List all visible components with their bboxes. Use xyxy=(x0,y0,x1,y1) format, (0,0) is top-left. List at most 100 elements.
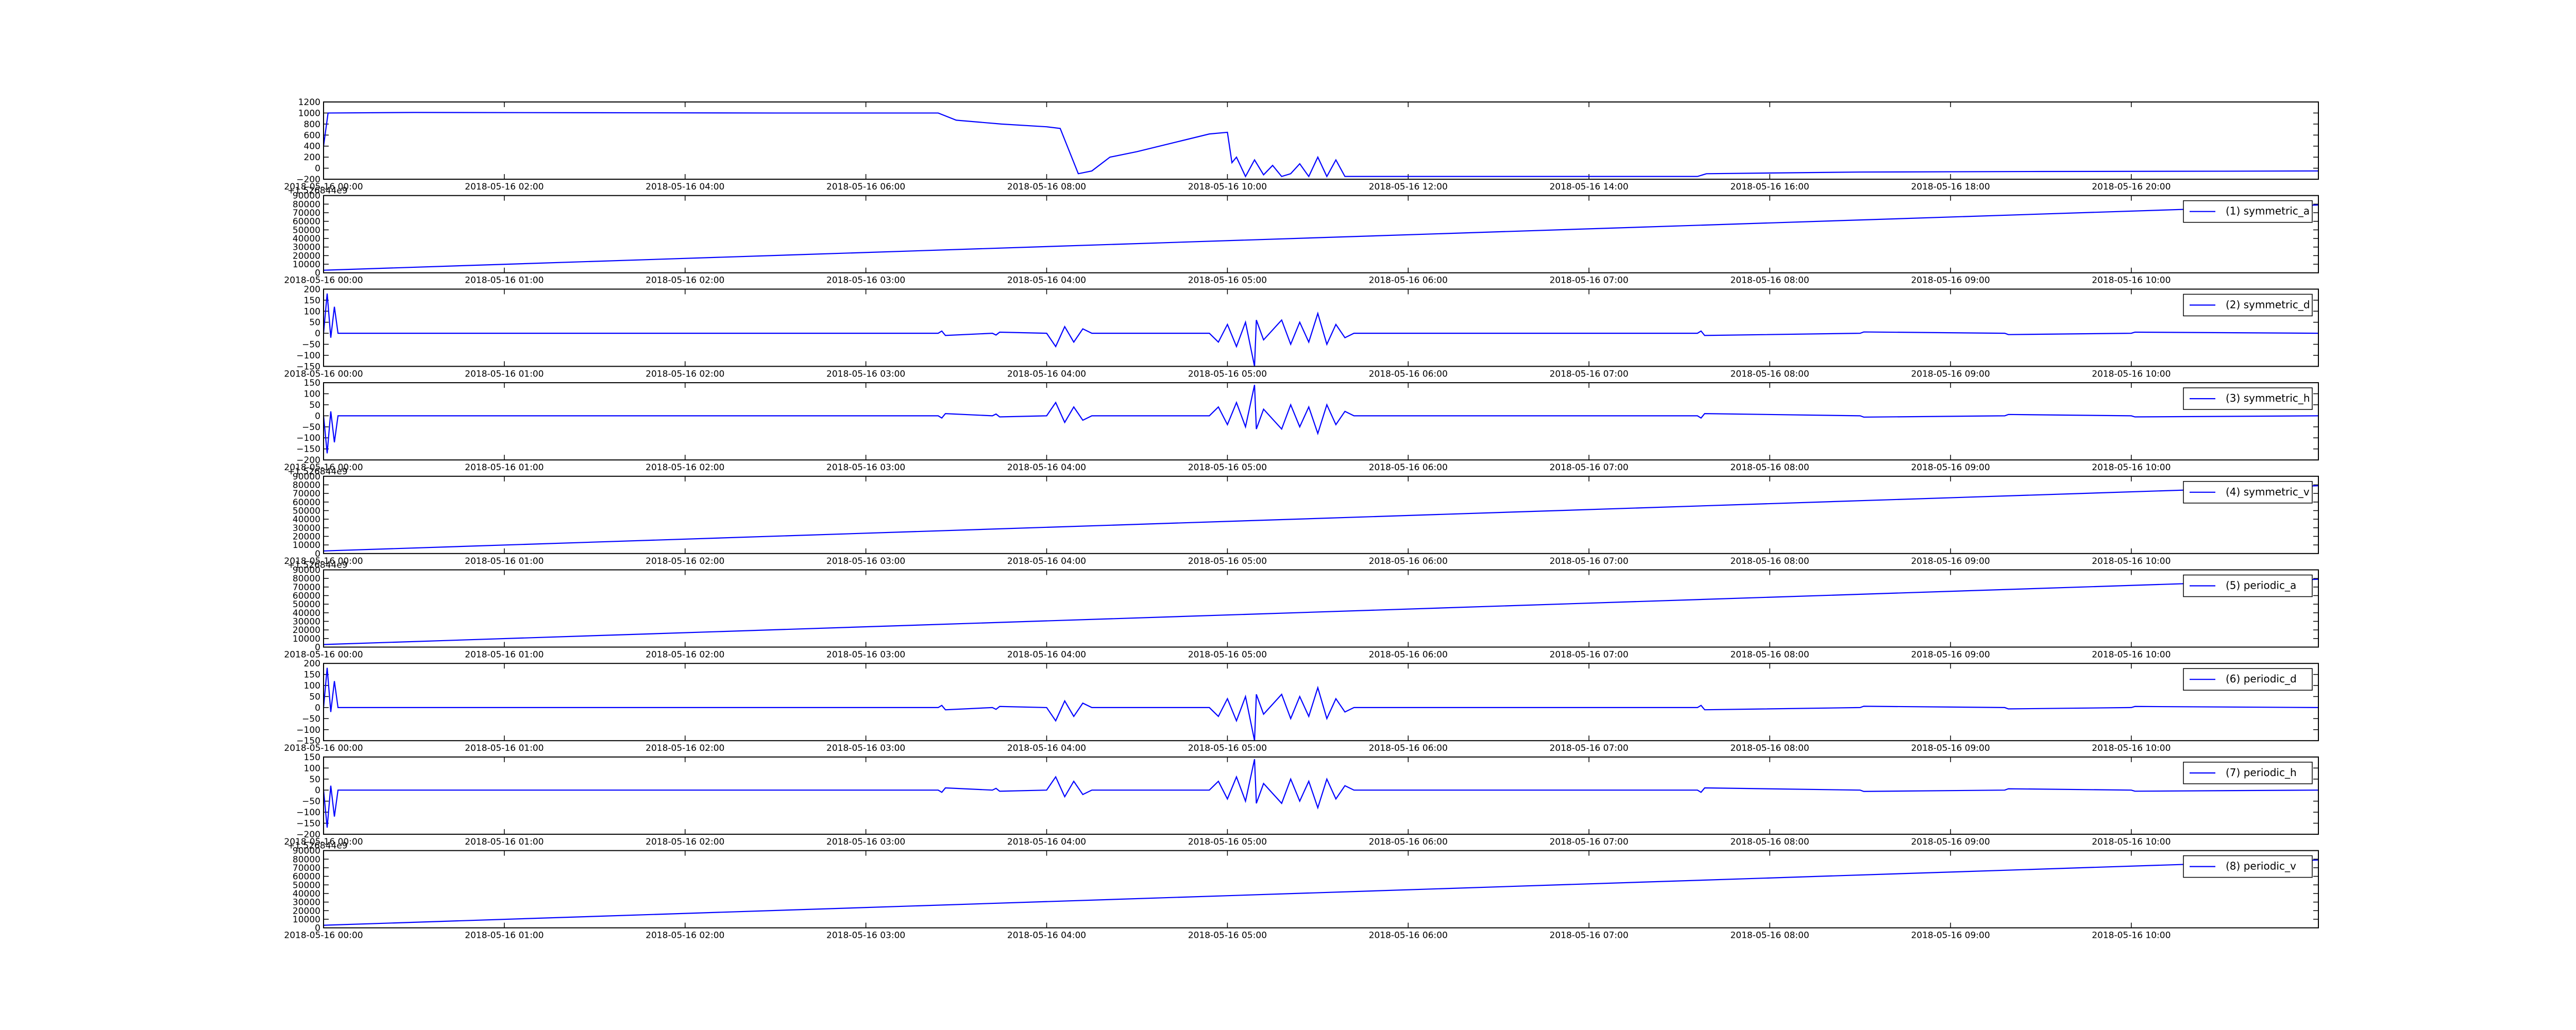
y-tick-label: 90000 xyxy=(293,472,320,482)
x-tick-label: 2018-05-16 03:00 xyxy=(826,276,905,286)
x-tick-label: 2018-05-16 01:00 xyxy=(465,931,544,941)
subplot: 0100002000030000400005000060000700008000… xyxy=(284,841,2319,941)
x-tick-label: 2018-05-16 09:00 xyxy=(1911,931,1990,941)
y-tick-label: 50000 xyxy=(293,506,320,516)
y-tick-label: 1000 xyxy=(298,108,320,118)
x-tick-label: 2018-05-16 01:00 xyxy=(465,837,544,847)
x-tick-label: 2018-05-16 04:00 xyxy=(1007,556,1086,566)
legend-label: (7) periodic_h xyxy=(2226,766,2297,779)
x-tick-label: 2018-05-16 06:00 xyxy=(1369,837,1448,847)
x-tick-label: 2018-05-16 02:00 xyxy=(646,369,724,379)
y-tick-label: 200 xyxy=(304,152,320,163)
axes-frame xyxy=(323,288,2319,367)
data-line xyxy=(324,578,2318,645)
y-tick-label: 50000 xyxy=(293,880,320,890)
x-tick-label: 2018-05-16 00:00 xyxy=(284,182,363,192)
y-tick-label: 50 xyxy=(309,775,320,785)
y-tick-label: −200 xyxy=(296,175,320,185)
y-tick-label: 70000 xyxy=(293,582,320,593)
y-tick-label: 40000 xyxy=(293,889,320,899)
x-tick-label: 2018-05-16 09:00 xyxy=(1911,837,1990,847)
x-tick-label: 2018-05-16 06:00 xyxy=(1369,276,1448,286)
x-tick-label: 2018-05-16 09:00 xyxy=(1911,650,1990,660)
y-tick-label: 90000 xyxy=(293,191,320,201)
x-tick-label: 2018-05-16 03:00 xyxy=(826,556,905,566)
x-tick-label: 2018-05-16 06:00 xyxy=(826,182,905,192)
x-tick-label: 2018-05-16 05:00 xyxy=(1188,743,1267,753)
data-line xyxy=(324,293,2318,367)
x-tick-label: 2018-05-16 00:00 xyxy=(284,837,363,847)
x-tick-label: 2018-05-16 09:00 xyxy=(1911,462,1990,473)
y-tick-label: −150 xyxy=(296,444,320,455)
legend-label: (2) symmetric_d xyxy=(2226,298,2310,311)
x-tick-label: 2018-05-16 10:00 xyxy=(1188,182,1267,192)
y-tick-label: 0 xyxy=(315,923,320,934)
data-line xyxy=(324,112,2318,178)
x-tick-label: 2018-05-16 08:00 xyxy=(1007,182,1086,192)
y-tick-label: 10000 xyxy=(293,634,320,644)
y-tick-label: 10000 xyxy=(293,915,320,925)
y-tick-label: 50000 xyxy=(293,599,320,610)
x-tick-label: 2018-05-16 05:00 xyxy=(1188,931,1267,941)
data-line xyxy=(324,385,2318,454)
y-tick-label: 0 xyxy=(315,785,320,796)
x-tick-label: 2018-05-16 10:00 xyxy=(2092,650,2171,660)
y-tick-label: −150 xyxy=(296,736,320,746)
y-tick-label: 200 xyxy=(304,284,320,295)
y-tick-label: 0 xyxy=(315,643,320,653)
x-tick-label: 2018-05-16 08:00 xyxy=(1730,650,1809,660)
y-tick-label: −50 xyxy=(302,340,320,350)
x-tick-label: 2018-05-16 07:00 xyxy=(1550,556,1629,566)
data-line xyxy=(324,204,2318,271)
x-tick-label: 2018-05-16 09:00 xyxy=(1911,369,1990,379)
x-tick-label: 2018-05-16 05:00 xyxy=(1188,369,1267,379)
legend-label: (5) periodic_a xyxy=(2226,579,2296,592)
x-tick-label: 2018-05-16 09:00 xyxy=(1911,743,1990,753)
x-tick-label: 2018-05-16 01:00 xyxy=(465,462,544,473)
x-tick-label: 2018-05-16 14:00 xyxy=(1550,182,1629,192)
x-tick-label: 2018-05-16 05:00 xyxy=(1188,556,1267,566)
x-tick-label: 2018-05-16 07:00 xyxy=(1550,276,1629,286)
axes-frame xyxy=(323,195,2319,273)
y-tick-label: −100 xyxy=(296,433,320,443)
x-tick-label: 2018-05-16 01:00 xyxy=(465,276,544,286)
x-tick-label: 2018-05-16 00:00 xyxy=(284,556,363,566)
y-tick-label: 30000 xyxy=(293,898,320,908)
x-tick-label: 2018-05-16 02:00 xyxy=(646,650,724,660)
y-tick-label: −50 xyxy=(302,797,320,807)
axes-frame xyxy=(323,382,2319,461)
y-tick-label: 0 xyxy=(315,164,320,174)
y-tick-label: 40000 xyxy=(293,234,320,244)
y-tick-label: 0 xyxy=(315,329,320,339)
subplot: 0100002000030000400005000060000700008000… xyxy=(284,560,2319,660)
y-tick-label: −50 xyxy=(302,422,320,433)
x-tick-label: 2018-05-16 04:00 xyxy=(1007,650,1086,660)
y-tick-label: 60000 xyxy=(293,591,320,602)
y-tick-label: 80000 xyxy=(293,574,320,584)
x-tick-label: 2018-05-16 08:00 xyxy=(1730,276,1809,286)
y-tick-label: 50 xyxy=(309,318,320,328)
legend-label: (3) symmetric_h xyxy=(2226,392,2310,404)
data-line xyxy=(324,859,2318,926)
x-tick-label: 2018-05-16 07:00 xyxy=(1550,837,1629,847)
y-tick-label: −150 xyxy=(296,818,320,829)
x-tick-label: 2018-05-16 10:00 xyxy=(2092,369,2171,379)
y-tick-label: 70000 xyxy=(293,863,320,873)
x-tick-label: 2018-05-16 00:00 xyxy=(284,276,363,286)
data-line xyxy=(324,485,2318,552)
x-tick-label: 2018-05-16 05:00 xyxy=(1188,650,1267,660)
y-tick-label: 1200 xyxy=(298,97,320,108)
x-tick-label: 2018-05-16 05:00 xyxy=(1188,462,1267,473)
x-tick-label: 2018-05-16 07:00 xyxy=(1550,931,1629,941)
y-tick-label: 30000 xyxy=(293,523,320,534)
x-tick-label: 2018-05-16 20:00 xyxy=(2092,182,2171,192)
y-tick-label: 100 xyxy=(304,389,320,400)
y-tick-label: 150 xyxy=(304,752,320,763)
x-tick-label: 2018-05-16 01:00 xyxy=(465,743,544,753)
x-tick-label: 2018-05-16 04:00 xyxy=(1007,462,1086,473)
y-tick-label: 50 xyxy=(309,400,320,410)
x-tick-label: 2018-05-16 09:00 xyxy=(1911,276,1990,286)
